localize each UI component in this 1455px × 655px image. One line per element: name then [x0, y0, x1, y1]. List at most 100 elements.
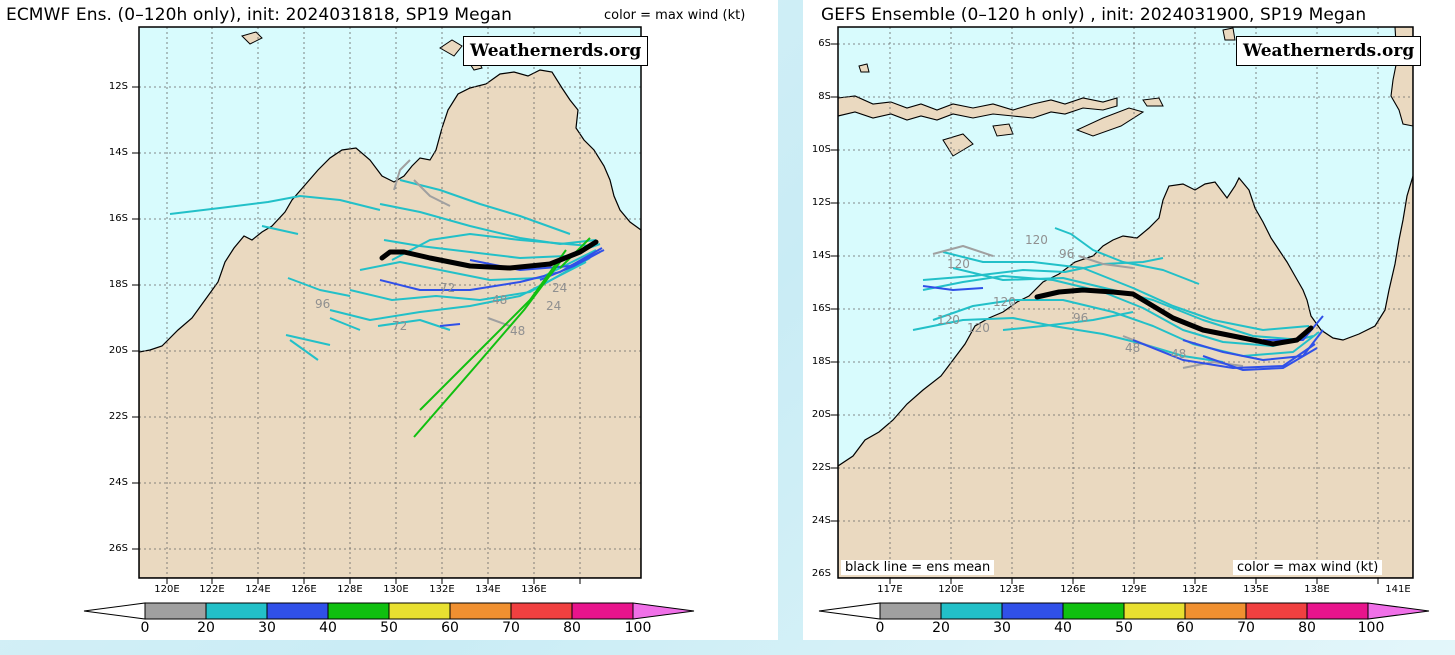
lat-label: 6S: [818, 38, 831, 49]
map-grid: [838, 27, 1413, 578]
forecast-hour-label: 72: [440, 281, 455, 295]
colorbar-segment: [205, 602, 268, 620]
forecast-hour-labels: 96 72 48 24 72 48 24: [315, 281, 567, 338]
ecmwf-map: 96 72 48 24 72 48 24: [83, 26, 695, 620]
forecast-hour-label: 120: [1025, 233, 1048, 247]
colorbar-tick: 0: [875, 620, 885, 636]
colorbar-segment: [144, 602, 207, 620]
island: [858, 63, 870, 73]
lat-label: 16S: [108, 213, 128, 224]
island: [992, 123, 1014, 137]
colorbar-segment: [940, 602, 1003, 620]
lat-label: 14S: [108, 147, 128, 158]
colorbar-segment: [388, 602, 451, 620]
colorbar-tick: 50: [1115, 620, 1133, 636]
ensemble-mean-note: black line = ens mean: [841, 560, 995, 575]
ensemble-mean-track: [379, 239, 599, 271]
lat-label: 26S: [811, 568, 831, 579]
lon-label: 120E: [154, 584, 180, 595]
colorbar-high-end: [1367, 602, 1430, 620]
forecast-hour-label: 48: [1171, 347, 1186, 361]
lat-label: 10S: [811, 144, 831, 155]
colorbar-tick: 60: [441, 620, 459, 636]
colorbar-tick: 20: [197, 620, 215, 636]
wind-colorbar: [83, 602, 695, 620]
island: [1222, 27, 1236, 41]
lat-label: 24S: [811, 515, 831, 526]
colorbar-tick: 40: [1054, 620, 1072, 636]
lat-label: 22S: [811, 462, 831, 473]
color-legend-note: color = max wind (kt): [1233, 560, 1383, 575]
colorbar-tick: 100: [624, 620, 652, 636]
lat-label: 18S: [108, 279, 128, 290]
colorbar-segment: [879, 602, 942, 620]
island: [241, 31, 263, 45]
lon-label: 117E: [877, 584, 903, 595]
weathernerds-credit: Weathernerds.org: [1236, 36, 1422, 66]
forecast-hour-label: 120: [967, 321, 990, 335]
lat-label: 16S: [811, 303, 831, 314]
lon-label: 124E: [245, 584, 271, 595]
colorbar-tick: 40: [319, 620, 337, 636]
forecast-hour-label: 96: [315, 297, 330, 311]
lon-label: 130E: [383, 584, 409, 595]
colorbar-tick: 30: [993, 620, 1011, 636]
colorbar-segment: [449, 602, 512, 620]
island: [942, 133, 974, 157]
lon-label: 122E: [199, 584, 225, 595]
forecast-hour-labels: 120 120 96 120 120 120 96 48 48: [937, 233, 1186, 361]
ecmwf-ensemble-panel: ECMWF Ens. (0–120h only), init: 20240318…: [6, 5, 746, 636]
lon-label: 132E: [429, 584, 455, 595]
lon-label: 129E: [1121, 584, 1147, 595]
lon-label: 135E: [1243, 584, 1269, 595]
gefs-panel-title: GEFS Ensemble (0–120 h only) , init: 202…: [821, 5, 1367, 25]
lon-label: 120E: [938, 584, 964, 595]
indonesia-islands: [838, 95, 1118, 121]
colorbar-tick: 50: [380, 620, 398, 636]
colorbar-segment: [1184, 602, 1247, 620]
ensemble-tracks: [912, 227, 1324, 371]
lon-label: 141E: [1385, 584, 1411, 595]
forecast-hour-label: 48: [510, 324, 525, 338]
colorbar-tick: 0: [140, 620, 150, 636]
island: [1075, 107, 1145, 137]
forecast-hour-label: 24: [552, 281, 567, 295]
island: [439, 39, 463, 57]
colorbar-segment: [1062, 602, 1125, 620]
map-grid: [139, 27, 641, 578]
lon-label: 138E: [1304, 584, 1330, 595]
forecast-hour-label: 72: [392, 319, 407, 333]
lat-label: 12S: [108, 81, 128, 92]
wind-colorbar: [818, 602, 1430, 620]
colorbar-tick: 70: [1237, 620, 1255, 636]
forecast-hour-label: 120: [937, 313, 960, 327]
colorbar-segment: [1306, 602, 1369, 620]
lon-label: 128E: [337, 584, 363, 595]
colorbar-tick: 70: [502, 620, 520, 636]
colorbar-segment: [1123, 602, 1186, 620]
forecast-hour-label: 24: [546, 299, 561, 313]
colorbar-tick: 80: [563, 620, 581, 636]
lon-label: 134E: [475, 584, 501, 595]
colorbar-segment: [266, 602, 329, 620]
colorbar-segment: [1245, 602, 1308, 620]
weathernerds-credit: Weathernerds.org: [463, 36, 649, 66]
lon-label: 126E: [291, 584, 317, 595]
lat-label: 18S: [811, 356, 831, 367]
lat-label: 22S: [108, 411, 128, 422]
lat-label: 20S: [108, 345, 128, 356]
gefs-ensemble-panel: GEFS Ensemble (0–120 h only) , init: 202…: [803, 0, 1455, 640]
lat-label: 26S: [108, 543, 128, 554]
australia-land: [838, 175, 1413, 578]
colorbar-high-end: [632, 602, 695, 620]
lat-label: 24S: [108, 477, 128, 488]
map-frame: [138, 26, 642, 579]
ecmwf-color-legend-note: color = max wind (kt): [604, 8, 746, 23]
lat-label: 8S: [818, 91, 831, 102]
colorbar-tick: 30: [258, 620, 276, 636]
lon-label: 136E: [521, 584, 547, 595]
forecast-hour-label: 48: [492, 293, 507, 307]
colorbar-segment: [327, 602, 390, 620]
colorbar-tick: 20: [932, 620, 950, 636]
lat-label: 20S: [811, 409, 831, 420]
